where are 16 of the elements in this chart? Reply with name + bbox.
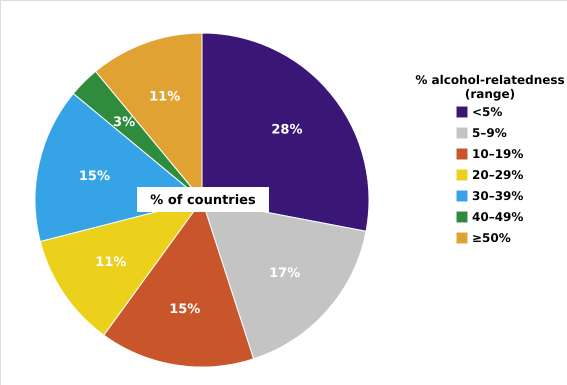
data-label: 15% [78, 168, 110, 184]
data-label: 3% [113, 115, 136, 130]
legend-label: 40–49% [472, 210, 524, 224]
text: % of countries [150, 193, 256, 208]
legend-label: 5–9% [472, 126, 507, 140]
data-label: 15% [169, 302, 200, 317]
legend-label: 20–29% [472, 168, 524, 182]
legend-label: 10–19% [472, 147, 524, 161]
legend-label: 30–39% [472, 189, 524, 203]
data-label: 11% [149, 89, 180, 104]
legend-label: ≥50% [472, 231, 511, 245]
data-label: 11% [95, 254, 126, 270]
data-label: 28% [271, 122, 302, 138]
data-label: 17% [269, 266, 300, 281]
legend-title: % alcohol-relatedness (range) [415, 73, 565, 101]
legend-label: <5% [472, 105, 502, 119]
